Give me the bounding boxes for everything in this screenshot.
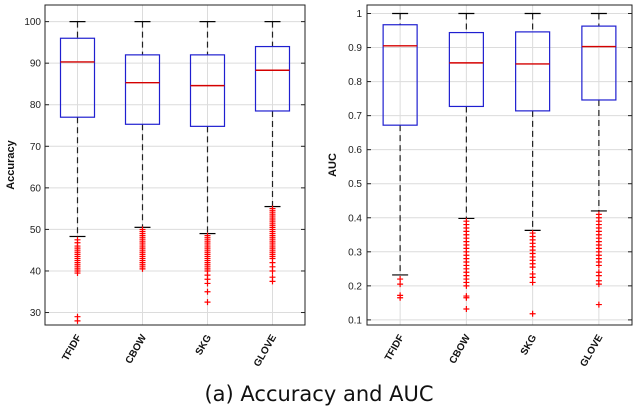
outlier-point	[595, 281, 602, 288]
y-axis-label: AUC	[327, 153, 339, 177]
y-tick-label: 0.5	[348, 179, 362, 190]
x-category-label: GLOVE	[578, 333, 605, 369]
iqr-box	[59, 37, 96, 118]
iqr-box	[382, 24, 418, 126]
y-tick-label: 0.8	[348, 77, 362, 88]
iqr-box	[124, 54, 161, 125]
outlier-point	[74, 317, 81, 324]
box-glove	[581, 12, 617, 308]
outlier-point	[139, 265, 146, 272]
y-tick-label: 0.4	[348, 213, 362, 224]
y-tick-label: 1	[356, 9, 362, 20]
x-category-label: TFIDF	[383, 333, 407, 363]
outlier-point	[204, 280, 211, 287]
outlier-point	[269, 267, 276, 274]
x-category-label: SKG	[194, 333, 214, 357]
outlier-point	[463, 282, 470, 289]
x-category-label: TFIDF	[60, 333, 84, 363]
y-tick-label: 60	[30, 183, 42, 194]
box-tfidf	[382, 12, 418, 301]
outlier-point	[529, 310, 536, 317]
y-axis-label: Accuracy	[5, 139, 17, 189]
x-category-label: CBOW	[124, 333, 150, 366]
iqr-box	[189, 54, 226, 127]
iqr-box	[254, 45, 291, 112]
box-cbow	[124, 21, 161, 272]
chart-panel-2: 0.1 0.2 0.3 0.4 0.5 0.6 0.7 0.8 0.9 1 AUC TFIDF CBOW…	[327, 4, 633, 369]
outlier-point	[204, 299, 211, 306]
y-tick-label: 70	[30, 142, 42, 153]
outlier-point	[529, 279, 536, 286]
outlier-point	[595, 272, 602, 279]
figure-caption: (a) Accuracy and AUC	[204, 382, 434, 406]
y-tick-label: 100	[24, 17, 41, 28]
y-tick-label: 0.2	[348, 281, 362, 292]
outlier-point	[204, 288, 211, 295]
outlier-point	[74, 270, 81, 277]
outlier-point	[463, 306, 470, 312]
plot-frame	[366, 4, 633, 326]
iqr-box	[448, 31, 484, 108]
box-tfidf	[59, 21, 96, 324]
y-tick-label: 0.9	[348, 43, 362, 54]
y-tick-label: 0.3	[348, 247, 362, 258]
box-glove	[254, 21, 291, 285]
plot-frame	[44, 4, 306, 326]
outlier-point	[463, 294, 470, 301]
box-skg	[189, 21, 226, 306]
y-tick-label: 30	[30, 308, 42, 319]
y-tick-label: 80	[30, 100, 42, 111]
y-tick-label: 0.6	[348, 145, 362, 156]
x-category-label: GLOVE	[252, 333, 279, 369]
outlier-point	[529, 264, 536, 271]
y-tick-label: 40	[30, 266, 42, 277]
outlier-point	[595, 262, 602, 269]
y-tick-label: 50	[30, 225, 42, 236]
outlier-point	[529, 274, 536, 281]
outlier-point	[397, 276, 404, 283]
x-category-label: SKG	[519, 333, 539, 357]
x-category-label: CBOW	[448, 333, 474, 366]
outlier-point	[595, 301, 602, 308]
outlier-point	[397, 294, 404, 301]
chart-panel-1: 30 40 50 60 70 80 90 100 Accuracy TFIDF CBOW SKG GLO…	[5, 4, 306, 369]
y-tick-label: 90	[30, 59, 42, 70]
outlier-point	[269, 278, 276, 285]
box-cbow	[448, 12, 484, 312]
iqr-box	[581, 25, 617, 101]
box-skg	[515, 12, 551, 317]
y-tick-label: 0.7	[348, 111, 362, 122]
iqr-box	[515, 31, 551, 112]
outlier-point	[397, 281, 404, 288]
y-tick-label: 0.1	[348, 315, 362, 326]
